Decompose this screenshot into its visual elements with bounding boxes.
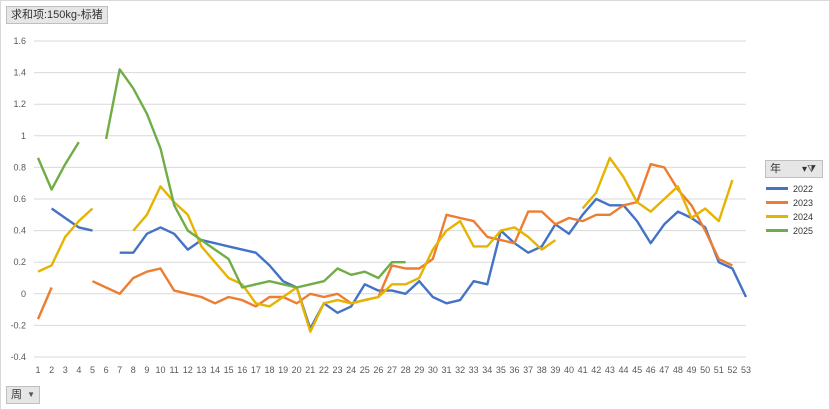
x-tick-label: 48 [673,365,683,375]
legend-swatch [766,229,788,232]
x-tick-label: 29 [414,365,424,375]
x-tick-label: 16 [237,365,247,375]
y-tick-label: -0.4 [10,352,26,362]
legend-label: 2023 [793,197,814,208]
x-tick-label: 21 [305,365,315,375]
x-tick-label: 27 [387,365,397,375]
dropdown-arrow-icon[interactable]: ▼ [27,390,35,399]
series-line-2025[interactable] [36,141,80,191]
x-tick-label: 46 [646,365,656,375]
y-tick-label: 0.4 [13,226,26,236]
x-tick-label: 2 [49,365,54,375]
x-tick-label: 19 [278,365,288,375]
x-tick-label: 17 [251,365,261,375]
x-tick-label: 6 [104,365,109,375]
x-tick-label: 24 [346,365,356,375]
axis-field-button[interactable]: 周 ▼ [6,386,40,404]
x-tick-label: 5 [90,365,95,375]
x-tick-label: 44 [618,365,628,375]
legend-item-2024[interactable]: 2024 [766,210,828,223]
x-tick-label: 43 [605,365,615,375]
legend-item-2023[interactable]: 2023 [766,196,828,209]
y-tick-label: 1.2 [13,99,26,109]
x-tick-label: 31 [441,365,451,375]
series-line-2024[interactable] [581,156,734,223]
x-tick-label: 25 [360,365,370,375]
x-tick-label: 32 [455,365,465,375]
y-tick-label: 1.4 [13,68,26,78]
legend-label: 2022 [793,183,814,194]
y-tick-label: 0.6 [13,194,26,204]
x-tick-label: 13 [196,365,206,375]
legend-item-2022[interactable]: 2022 [766,182,828,195]
series-line-2022[interactable] [119,197,748,330]
x-tick-label: 9 [144,365,149,375]
x-tick-label: 12 [183,365,193,375]
y-tick-label: 0.2 [13,257,26,267]
legend-swatch [766,201,788,204]
y-tick-label: 0.8 [13,162,26,172]
x-tick-label: 38 [537,365,547,375]
x-tick-label: 11 [169,365,178,375]
x-tick-label: 33 [469,365,479,375]
legend-label: 2024 [793,211,814,222]
x-tick-label: 34 [482,365,492,375]
x-tick-label: 8 [131,365,136,375]
x-tick-label: 35 [496,365,506,375]
x-tick-label: 3 [63,365,68,375]
x-tick-label: 40 [564,365,574,375]
x-tick-label: 14 [210,365,220,375]
x-tick-label: 1 [35,365,40,375]
legend: 2022 2023 2024 2025 [766,182,828,238]
x-tick-label: 39 [550,365,560,375]
x-tick-label: 4 [76,365,81,375]
legend-swatch [766,215,788,218]
x-tick-label: 28 [401,365,411,375]
x-tick-label: 20 [292,365,302,375]
value-field-button[interactable]: 求和项:150kg-标猪 [6,6,108,24]
y-tick-label: 1.6 [13,36,26,46]
x-tick-label: 22 [319,365,329,375]
x-tick-label: 47 [659,365,669,375]
legend-swatch [766,187,788,190]
axis-field-label: 周 [11,389,22,401]
legend-label: 2025 [793,225,814,236]
series-line-2024[interactable] [132,185,557,333]
x-tick-label: 30 [428,365,438,375]
y-tick-label: 0 [21,289,26,299]
value-field-label: 求和项:150kg-标猪 [11,9,103,21]
x-tick-label: 26 [373,365,383,375]
series-line-2023[interactable] [91,162,733,308]
series-line-2024[interactable] [37,207,94,273]
x-tick-label: 37 [523,365,533,375]
x-tick-label: 18 [264,365,274,375]
x-tick-label: 15 [224,365,234,375]
x-tick-label: 42 [591,365,601,375]
series-line-2022[interactable] [50,207,93,232]
x-tick-label: 52 [727,365,737,375]
x-tick-label: 50 [700,365,710,375]
y-tick-label: -0.2 [10,320,26,330]
x-tick-label: 49 [687,365,697,375]
x-tick-label: 23 [333,365,343,375]
x-tick-label: 41 [578,365,588,375]
series-line-2025[interactable] [104,68,406,289]
legend-field-button[interactable]: 年 ▾⧩ [765,160,823,178]
x-tick-label: 45 [632,365,642,375]
series-line-2023[interactable] [36,287,53,320]
x-tick-label: 36 [510,365,520,375]
x-tick-label: 10 [156,365,166,375]
filter-dropdown-icon[interactable]: ▾⧩ [802,164,816,175]
y-tick-label: 1 [21,131,26,141]
legend-field-label: 年 [770,163,781,175]
x-tick-label: 51 [714,365,724,375]
legend-item-2025[interactable]: 2025 [766,224,828,237]
x-tick-label: 7 [117,365,122,375]
x-tick-label: 53 [741,365,751,375]
